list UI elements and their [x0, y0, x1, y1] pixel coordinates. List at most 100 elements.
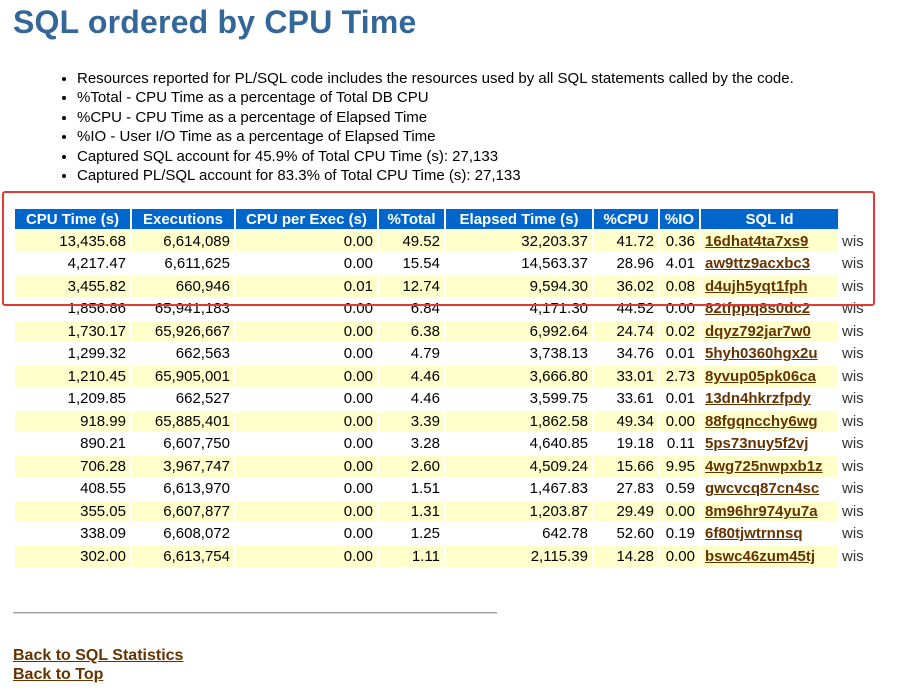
- cell-pct-cpu: 27.83: [594, 478, 658, 499]
- sql-id-link[interactable]: 5hyh0360hgx2u: [705, 345, 818, 363]
- col-header-pct-total: %Total: [379, 209, 444, 229]
- table-row: 918.99 65,885,401 0.00 3.39 1,862.58 49.34 0.0…: [15, 411, 880, 432]
- cell-elapsed-time: 2,115.39: [446, 546, 592, 567]
- cell-sql-id: 5hyh0360hgx2u: [701, 343, 838, 364]
- cell-sql-id: bswc46zum45tj: [701, 546, 838, 567]
- sql-id-link[interactable]: 82tfppq8s0dc2: [705, 300, 811, 318]
- notes-list: Resources reported for PL/SQL code inclu…: [41, 69, 794, 185]
- table-row: 302.00 6,613,754 0.00 1.11 2,115.39 14.28 0.00…: [15, 546, 880, 567]
- cell-module: wis: [840, 456, 880, 477]
- cell-cpu-per-exec: 0.01: [236, 276, 377, 297]
- sql-id-link[interactable]: 6f80tjwtrnnsq: [705, 525, 803, 543]
- cell-pct-cpu: 41.72: [594, 231, 658, 252]
- cell-elapsed-time: 32,203.37: [446, 231, 592, 252]
- cell-pct-io: 0.00: [660, 298, 699, 319]
- cell-executions: 6,613,754: [132, 546, 234, 567]
- cell-cpu-time: 706.28: [15, 456, 130, 477]
- cell-executions: 3,967,747: [132, 456, 234, 477]
- sql-id-link[interactable]: dqyz792jar7w0: [705, 322, 811, 340]
- cell-cpu-time: 355.05: [15, 501, 130, 522]
- note-item: Captured PL/SQL account for 83.3% of Tot…: [77, 166, 794, 185]
- table-row: 1,856.86 65,941,183 0.00 6.84 4,171.30 44.52 0…: [15, 298, 880, 319]
- table-row: 1,209.85 662,527 0.00 4.46 3,599.75 33.61 0.01…: [15, 388, 880, 409]
- sql-id-link[interactable]: gwcvcq87cn4sc: [705, 480, 820, 498]
- cell-elapsed-time: 4,509.24: [446, 456, 592, 477]
- sql-id-link[interactable]: 13dn4hkrzfpdy: [705, 390, 811, 408]
- cell-pct-cpu: 33.01: [594, 366, 658, 387]
- cell-pct-io: 0.08: [660, 276, 699, 297]
- sql-id-link[interactable]: 8m96hr974yu7a: [705, 502, 818, 520]
- cell-module: wis: [840, 298, 880, 319]
- cell-cpu-time: 408.55: [15, 478, 130, 499]
- sql-id-link[interactable]: 5ps73nuy5f2vj: [705, 435, 809, 453]
- cell-cpu-per-exec: 0.00: [236, 388, 377, 409]
- cell-cpu-per-exec: 0.00: [236, 343, 377, 364]
- cell-pct-io: 0.00: [660, 501, 699, 522]
- cell-pct-cpu: 52.60: [594, 523, 658, 544]
- cell-pct-total: 1.11: [379, 546, 444, 567]
- cell-cpu-time: 890.21: [15, 433, 130, 454]
- cell-executions: 662,563: [132, 343, 234, 364]
- table-row: 4,217.47 6,611,625 0.00 15.54 14,563.37 28.96…: [15, 253, 880, 274]
- cell-pct-io: 4.01: [660, 253, 699, 274]
- sql-id-link[interactable]: bswc46zum45tj: [705, 547, 816, 565]
- cell-module: wis: [840, 433, 880, 454]
- cell-module: wis: [840, 388, 880, 409]
- cell-elapsed-time: 3,666.80: [446, 366, 592, 387]
- cell-pct-total: 6.84: [379, 298, 444, 319]
- cell-cpu-time: 13,435.68: [15, 231, 130, 252]
- cell-pct-total: 1.51: [379, 478, 444, 499]
- cell-executions: 6,608,072: [132, 523, 234, 544]
- cell-module: wis: [840, 546, 880, 567]
- cell-cpu-time: 338.09: [15, 523, 130, 544]
- cell-elapsed-time: 642.78: [446, 523, 592, 544]
- col-header-cpu-per-exec: CPU per Exec (s): [236, 209, 377, 229]
- cell-pct-total: 49.52: [379, 231, 444, 252]
- cell-pct-total: 2.60: [379, 456, 444, 477]
- cell-pct-cpu: 36.02: [594, 276, 658, 297]
- cell-cpu-per-exec: 0.00: [236, 298, 377, 319]
- cell-cpu-time: 4,217.47: [15, 253, 130, 274]
- cell-pct-cpu: 44.52: [594, 298, 658, 319]
- cell-executions: 6,607,877: [132, 501, 234, 522]
- cell-cpu-per-exec: 0.00: [236, 523, 377, 544]
- table-header-row: CPU Time (s) Executions CPU per Exec (s)…: [15, 209, 880, 229]
- cell-executions: 662,527: [132, 388, 234, 409]
- table-row: 13,435.68 6,614,089 0.00 49.52 32,203.37 41.7…: [15, 231, 880, 252]
- back-to-sql-statistics-link[interactable]: Back to SQL Statistics: [13, 647, 184, 664]
- cell-sql-id: 5ps73nuy5f2vj: [701, 433, 838, 454]
- back-to-top-link[interactable]: Back to Top: [13, 666, 104, 683]
- cell-module: wis: [840, 478, 880, 499]
- cell-pct-total: 12.74: [379, 276, 444, 297]
- cell-sql-id: gwcvcq87cn4sc: [701, 478, 838, 499]
- cell-executions: 65,941,183: [132, 298, 234, 319]
- sql-cpu-table: CPU Time (s) Executions CPU per Exec (s)…: [13, 207, 882, 569]
- sql-id-link[interactable]: 8yvup05pk06ca: [705, 367, 816, 385]
- sql-id-link[interactable]: 4wg725nwpxb1z: [705, 457, 823, 475]
- cell-pct-io: 0.00: [660, 411, 699, 432]
- cell-pct-total: 6.38: [379, 321, 444, 342]
- cell-pct-total: 4.46: [379, 366, 444, 387]
- cell-cpu-per-exec: 0.00: [236, 501, 377, 522]
- cell-module: wis: [840, 523, 880, 544]
- cell-cpu-per-exec: 0.00: [236, 231, 377, 252]
- cell-sql-id: 88fgqncchy6wg: [701, 411, 838, 432]
- cell-elapsed-time: 4,171.30: [446, 298, 592, 319]
- sql-id-link[interactable]: aw9ttz9acxbc3: [705, 255, 811, 273]
- cell-cpu-per-exec: 0.00: [236, 411, 377, 432]
- sql-id-link[interactable]: 88fgqncchy6wg: [705, 412, 818, 430]
- table-row: 890.21 6,607,750 0.00 3.28 4,640.85 19.18 0.11…: [15, 433, 880, 454]
- cell-pct-cpu: 24.74: [594, 321, 658, 342]
- table-row: 1,210.45 65,905,001 0.00 4.46 3,666.80 33.01 2…: [15, 366, 880, 387]
- cell-pct-total: 4.79: [379, 343, 444, 364]
- cell-sql-id: 82tfppq8s0dc2: [701, 298, 838, 319]
- cell-cpu-time: 1,730.17: [15, 321, 130, 342]
- cell-pct-io: 0.00: [660, 546, 699, 567]
- sql-id-link[interactable]: 16dhat4ta7xs9: [705, 232, 809, 250]
- cell-module: wis: [840, 411, 880, 432]
- table-row: 338.09 6,608,072 0.00 1.25 642.78 52.60 0.19 6f…: [15, 523, 880, 544]
- cell-elapsed-time: 14,563.37: [446, 253, 592, 274]
- note-item: Captured SQL account for 45.9% of Total …: [77, 147, 794, 166]
- sql-id-link[interactable]: d4ujh5yqt1fph: [705, 277, 808, 295]
- cell-pct-io: 0.11: [660, 433, 699, 454]
